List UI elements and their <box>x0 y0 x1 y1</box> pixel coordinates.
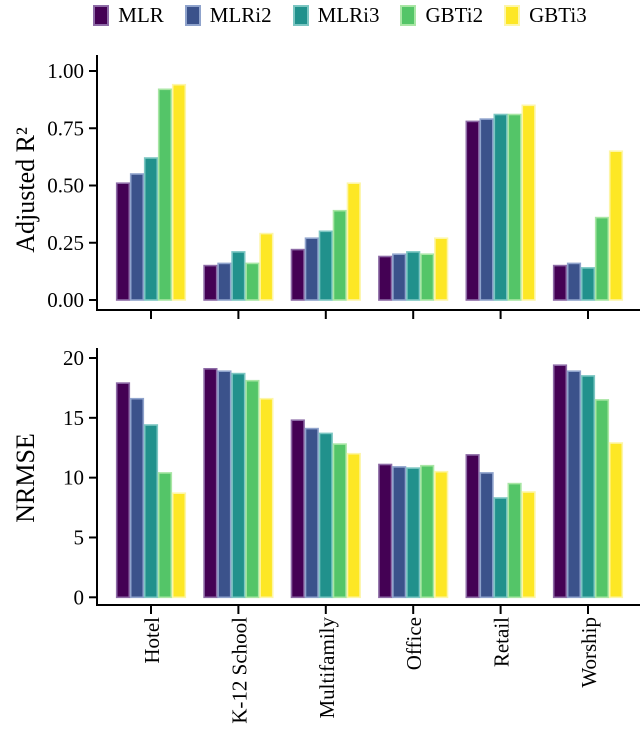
legend-item-gbti3: GBTi3 <box>504 2 587 27</box>
y-tick-label: 0.50 <box>47 174 84 198</box>
bar-gbti3-office <box>434 470 449 599</box>
legend-swatch-icon <box>292 4 309 26</box>
bar-mlri2-multifamily <box>304 237 319 301</box>
legend-item-mlr: MLR <box>93 2 164 27</box>
bar-mlri3-office <box>406 251 421 301</box>
y-axis-title-nrmse: NRMSE <box>11 433 40 523</box>
bar-gbti3-multifamily <box>346 182 361 301</box>
bar-gbti3-k-12-school <box>259 232 274 301</box>
x-axis-label-retail: Retail <box>490 617 514 667</box>
bar-mlri3-retail <box>493 113 508 301</box>
legend-swatch-icon <box>400 4 417 26</box>
bar-gbti3-multifamily <box>346 452 361 599</box>
bar-mlr-worship <box>552 264 568 301</box>
bar-mlr-office <box>378 463 393 599</box>
bar-gbti3-retail <box>521 491 536 599</box>
bar-mlr-k-12-school <box>203 367 218 599</box>
bar-mlr-multifamily <box>290 248 305 301</box>
bar-gbti3-worship <box>608 442 624 599</box>
bar-mlr-hotel <box>115 182 131 301</box>
y-axis-title-adjusted-r2: Adjusted R² <box>11 127 40 253</box>
bar-mlri2-k-12-school <box>217 262 232 301</box>
bar-mlri2-hotel <box>129 397 145 599</box>
bar-mlri2-retail <box>479 118 494 301</box>
x-axis-label-worship: Worship <box>577 617 601 688</box>
bar-gbti3-k-12-school <box>259 397 274 599</box>
legend-swatch-icon <box>504 4 521 26</box>
bar-gbti2-office <box>420 464 435 599</box>
bar-gbti2-worship <box>594 399 610 599</box>
y-tick-label: 0.25 <box>47 231 84 255</box>
y-tick-label: 5 <box>74 525 85 549</box>
bar-mlri3-worship <box>580 375 596 599</box>
x-axis-label-k-12-school: K-12 School <box>227 617 251 724</box>
bar-mlr-worship <box>552 364 568 599</box>
legend-swatch-icon <box>93 4 110 26</box>
bar-mlri2-office <box>392 253 407 301</box>
y-tick-label: 20 <box>63 346 84 370</box>
bar-mlri2-k-12-school <box>217 370 232 599</box>
x-axis-label-office: Office <box>402 617 426 670</box>
chart-legend: MLR MLRi2 MLRi3 GBTi2 GBTi3 <box>0 2 640 28</box>
bar-gbti2-k-12-school <box>245 262 260 301</box>
bar-gbti2-hotel <box>157 88 173 301</box>
bar-gbti2-worship <box>594 216 610 301</box>
legend-label: MLR <box>118 2 164 27</box>
legend-label: GBTi2 <box>425 2 484 27</box>
legend-item-mlri2: MLRi2 <box>184 2 272 27</box>
bar-mlri3-multifamily <box>318 230 333 301</box>
y-tick-label: 0.00 <box>47 288 84 312</box>
legend-item-gbti2: GBTi2 <box>400 2 484 27</box>
bar-mlri3-k-12-school <box>231 372 246 599</box>
x-axis-label-multifamily: Multifamily <box>315 617 339 719</box>
bar-gbti3-hotel <box>171 83 187 301</box>
bar-mlri3-retail <box>493 497 508 599</box>
bar-gbti2-hotel <box>157 472 173 599</box>
x-axis-label-hotel: Hotel <box>140 617 164 664</box>
bar-mlr-retail <box>465 454 480 599</box>
bar-mlri3-k-12-school <box>231 251 246 301</box>
legend-swatch-icon <box>184 4 201 26</box>
y-tick-label: 10 <box>63 466 84 490</box>
bar-mlri2-multifamily <box>304 427 319 599</box>
bar-gbti3-hotel <box>171 492 187 599</box>
bar-gbti3-office <box>434 237 449 301</box>
legend-item-mlri3: MLRi3 <box>292 2 380 27</box>
bar-mlri2-worship <box>566 370 582 599</box>
bar-mlri2-office <box>392 466 407 599</box>
bar-mlri3-worship <box>580 267 596 301</box>
bar-mlri3-multifamily <box>318 432 333 599</box>
bar-mlr-office <box>378 255 393 301</box>
bar-mlr-k-12-school <box>203 264 218 301</box>
y-tick-label: 1.00 <box>47 59 84 83</box>
bar-mlri2-worship <box>566 262 582 301</box>
legend-label: MLRi3 <box>317 2 380 27</box>
y-tick-label: 0 <box>74 585 85 609</box>
bar-mlri2-retail <box>479 472 494 599</box>
bar-gbti3-retail <box>521 104 536 301</box>
bar-mlr-multifamily <box>290 419 305 599</box>
bar-mlri3-office <box>406 467 421 599</box>
y-tick-label: 0.75 <box>47 116 84 140</box>
bar-mlr-hotel <box>115 382 131 599</box>
y-tick-label: 15 <box>63 406 84 430</box>
bar-gbti2-retail <box>507 113 522 301</box>
bar-mlri3-hotel <box>143 424 159 599</box>
bar-gbti2-k-12-school <box>245 379 260 599</box>
bar-gbti2-multifamily <box>332 443 347 599</box>
bar-mlr-retail <box>465 120 480 301</box>
legend-label: MLRi2 <box>209 2 272 27</box>
bar-mlri3-hotel <box>143 157 159 301</box>
bar-gbti3-worship <box>608 150 624 301</box>
bar-gbti2-retail <box>507 482 522 599</box>
bar-gbti2-office <box>420 253 435 301</box>
bar-mlri2-hotel <box>129 173 145 301</box>
bar-gbti2-multifamily <box>332 209 347 301</box>
legend-label: GBTi3 <box>529 2 587 27</box>
